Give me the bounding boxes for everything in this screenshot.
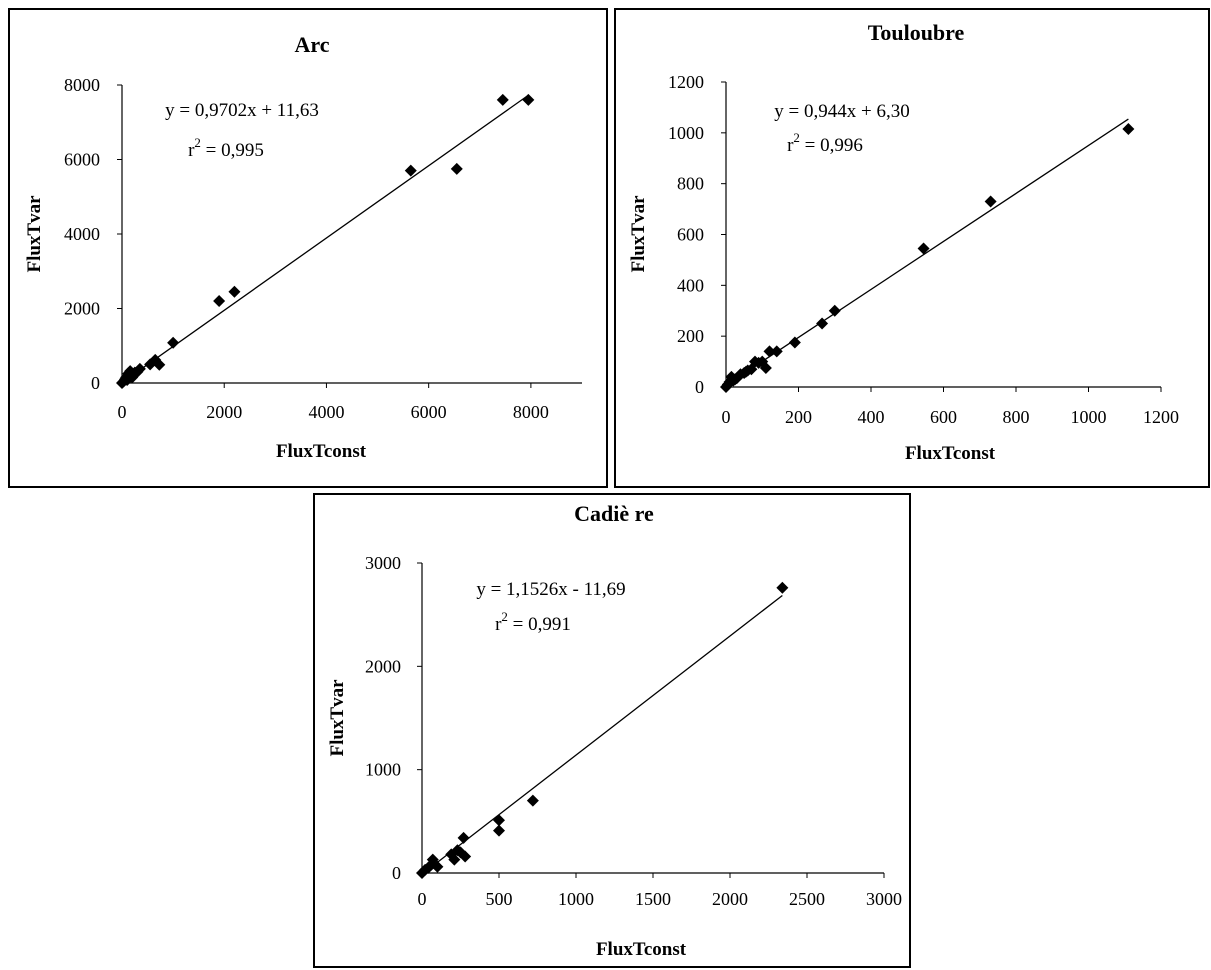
r-squared-label: r2 = 0,995 xyxy=(188,135,264,161)
x-tick-label: 800 xyxy=(1003,407,1030,427)
data-point xyxy=(770,345,783,358)
x-tick-label: 1000 xyxy=(558,889,594,909)
y-tick-label: 1000 xyxy=(365,760,401,780)
chart-title: Touloubre xyxy=(868,20,965,45)
data-point xyxy=(228,285,241,298)
y-axis-label: FluxTvar xyxy=(24,195,45,273)
y-tick-label: 0 xyxy=(91,373,100,393)
chart-touloubre: Touloubre 0 200 400 600 800 1000 1200 0 200 400 600… xyxy=(628,20,1179,464)
regression-equation: y = 0,9702x + 11,63 xyxy=(165,100,319,121)
data-point xyxy=(454,846,467,859)
x-tick-label: 3000 xyxy=(866,889,902,909)
r-squared-label: r2 = 0,996 xyxy=(787,130,863,156)
x-axis-label: FluxTconst xyxy=(905,443,996,464)
y-axis-label: FluxTvar xyxy=(327,679,348,757)
chart-cadiere: Cadiè re 0 500 1000 1500 2000 2500 3000 0 1000 200… xyxy=(327,501,902,960)
x-tick-label: 6000 xyxy=(411,402,447,422)
data-point xyxy=(448,853,461,866)
x-tick-label: 2000 xyxy=(206,402,242,422)
x-tick-label: 0 xyxy=(418,889,427,909)
data-point xyxy=(493,824,505,837)
data-point xyxy=(133,362,146,375)
y-tick-label: 6000 xyxy=(64,150,100,170)
data-point xyxy=(828,304,841,317)
y-tick-label: 2000 xyxy=(64,299,100,319)
y-tick-label: 0 xyxy=(695,377,704,397)
data-point xyxy=(984,195,997,208)
data-point xyxy=(493,814,505,827)
x-tick-label: 1200 xyxy=(1143,407,1179,427)
y-axis-label: FluxTvar xyxy=(628,195,649,273)
x-tick-label: 8000 xyxy=(513,402,549,422)
trendline xyxy=(421,594,783,875)
data-point xyxy=(213,295,226,308)
data-point xyxy=(450,162,463,175)
data-point xyxy=(522,93,535,106)
data-point xyxy=(167,336,180,349)
chart-panel-touloubre: Touloubre 0 200 400 600 800 1000 1200 0 200 400 600… xyxy=(614,8,1210,488)
regression-equation: y = 0,944x + 6,30 xyxy=(774,101,909,122)
data-point xyxy=(776,581,789,594)
y-tick-label: 0 xyxy=(392,863,401,883)
data-point xyxy=(459,850,472,863)
data-point xyxy=(816,317,829,330)
trendline xyxy=(121,94,529,384)
x-tick-label: 0 xyxy=(722,407,731,427)
y-tick-label: 3000 xyxy=(365,553,401,573)
x-tick-label: 500 xyxy=(486,889,513,909)
trendline xyxy=(725,118,1129,386)
x-tick-label: 400 xyxy=(858,407,885,427)
y-tick-label: 1000 xyxy=(668,123,704,143)
x-tick-label: 0 xyxy=(118,402,127,422)
data-point xyxy=(759,361,772,374)
data-point xyxy=(526,794,539,807)
x-tick-label: 1000 xyxy=(1071,407,1107,427)
chart-panel-cadiere: Cadiè re 0 500 1000 1500 2000 2500 3000 0 1000 200… xyxy=(313,493,911,968)
r-squared-label: r2 = 0,991 xyxy=(495,609,571,635)
chart-arc: Arc 0 2000 4000 6000 8000 0 2000 4000 6000 8000 Flu… xyxy=(24,32,582,462)
data-point xyxy=(431,860,444,873)
y-tick-label: 8000 xyxy=(64,75,100,95)
data-point xyxy=(153,358,166,371)
y-tick-label: 1200 xyxy=(668,72,704,92)
y-tick-label: 2000 xyxy=(365,656,401,676)
x-axis-label: FluxTconst xyxy=(276,441,367,462)
data-point xyxy=(126,371,139,384)
y-tick-label: 200 xyxy=(677,326,704,346)
y-tick-label: 4000 xyxy=(64,224,100,244)
data-point xyxy=(763,345,776,358)
x-tick-label: 600 xyxy=(930,407,957,427)
data-point xyxy=(457,831,470,844)
data-point xyxy=(1122,123,1135,136)
y-tick-label: 400 xyxy=(677,275,704,295)
regression-equation: y = 1,1526x - 11,69 xyxy=(476,579,625,600)
data-point xyxy=(496,93,509,106)
data-point xyxy=(917,242,930,255)
data-point xyxy=(788,336,801,349)
x-tick-label: 2000 xyxy=(712,889,748,909)
x-tick-label: 4000 xyxy=(308,402,344,422)
chart-title: Arc xyxy=(294,32,329,57)
chart-panel-arc: Arc 0 2000 4000 6000 8000 0 2000 4000 6000 8000 Flu… xyxy=(8,8,608,488)
data-point xyxy=(404,164,417,177)
y-tick-label: 600 xyxy=(677,225,704,245)
y-tick-label: 800 xyxy=(677,174,704,194)
x-axis-label: FluxTconst xyxy=(596,939,687,960)
x-tick-label: 2500 xyxy=(789,889,825,909)
chart-title: Cadiè re xyxy=(574,501,654,526)
x-tick-label: 1500 xyxy=(635,889,671,909)
x-tick-label: 200 xyxy=(785,407,812,427)
